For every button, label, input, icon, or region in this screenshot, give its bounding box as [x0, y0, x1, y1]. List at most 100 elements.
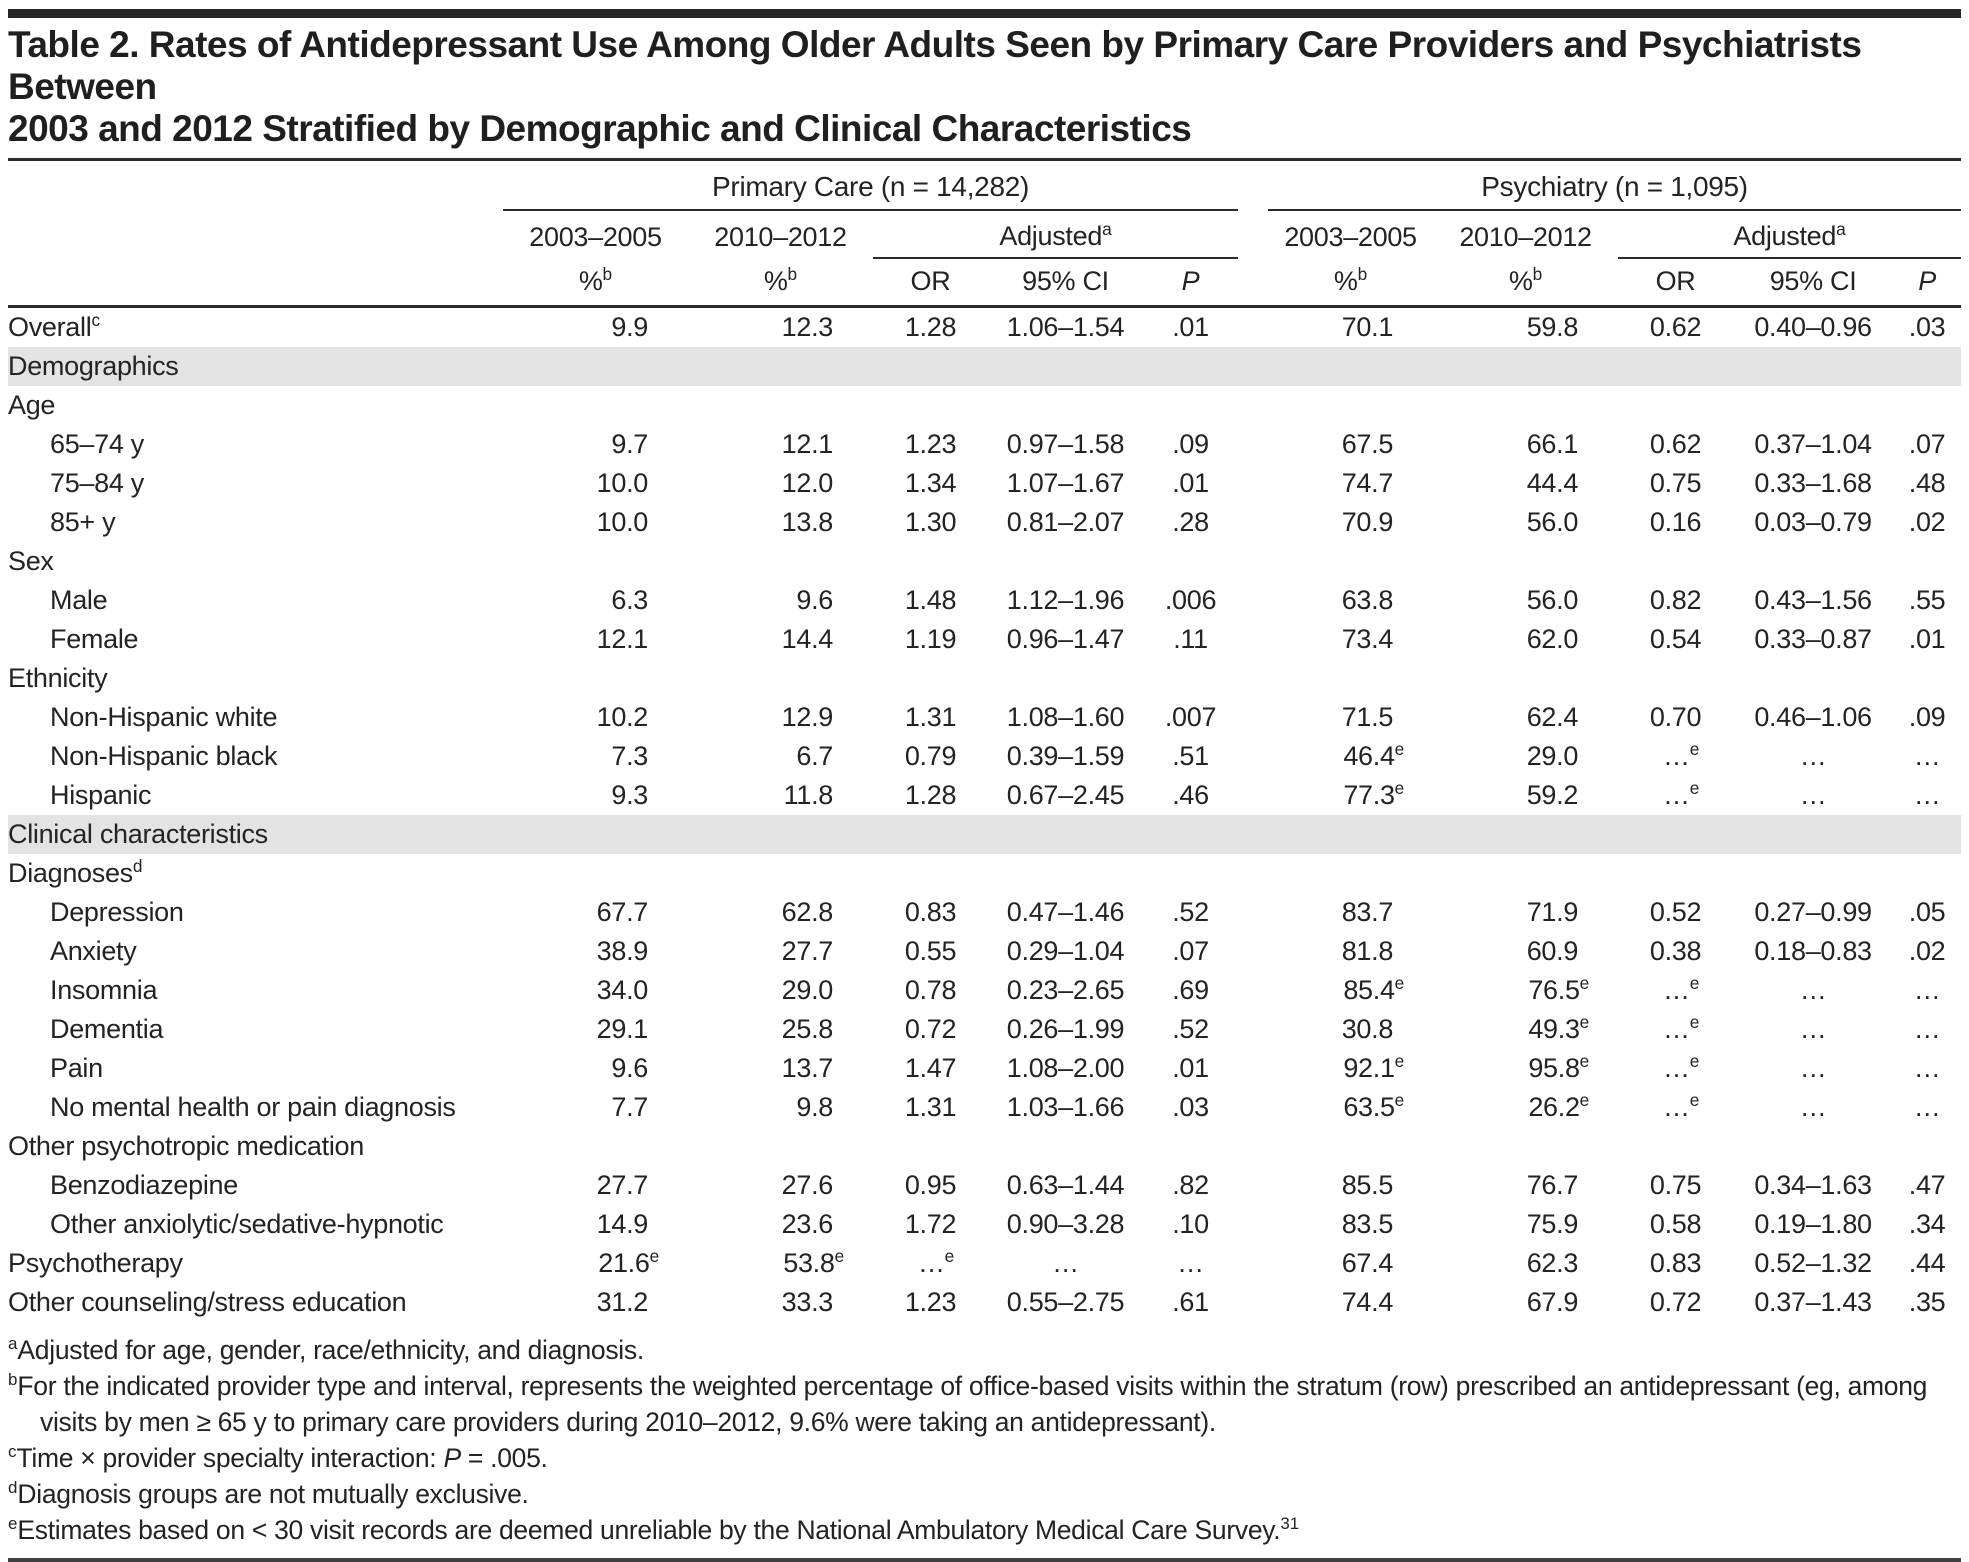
row-label: Non-Hispanic black [50, 741, 278, 771]
value-cell: … [1799, 1014, 1827, 1044]
value-cell: 9.6 [611, 1053, 648, 1083]
value-cell: .35 [1908, 1287, 1946, 1317]
table-row: 85+ y 10.0 13.8 1.30 0.81–2.07 .28 70.9 56.0 0.1… [8, 503, 1961, 542]
value-cell: 0.37–1.43 [1754, 1287, 1872, 1317]
value-cell: … [1913, 780, 1941, 810]
footnote-marker: c [8, 1442, 17, 1462]
value-cell: 0.62 [1649, 429, 1702, 459]
value-cell: 12.1 [781, 429, 834, 459]
value-cell: .09 [1172, 429, 1209, 459]
footnotes: aAdjusted for age, gender, race/ethnicit… [8, 1332, 1961, 1548]
value-cell: 0.19–1.80 [1754, 1209, 1872, 1239]
column-gap [1238, 1283, 1268, 1322]
column-gap [1238, 932, 1268, 971]
subheader-label: Diagnosesd [8, 856, 143, 888]
header-spacer [8, 161, 503, 210]
value-cell: 1.28 [904, 780, 957, 810]
value-cell: 0.27–0.99 [1754, 897, 1872, 927]
value-cell: 0.38 [1649, 936, 1702, 966]
value-cell: 1.07–1.67 [1006, 468, 1125, 498]
row-label: Depression [50, 897, 184, 927]
value-cell: .82 [1172, 1170, 1209, 1200]
value-cell: 63.8 [1341, 585, 1394, 615]
value-cell: .51 [1172, 741, 1209, 771]
ci-header: 95% CI [988, 258, 1143, 308]
value-cell: 0.26–1.99 [1006, 1014, 1125, 1044]
value-cell: 62.3 [1526, 1248, 1579, 1278]
value-cell: 29.0 [781, 975, 834, 1005]
table-row: Other counseling/stress education 31.2 33.… [8, 1283, 1961, 1322]
section-row: Demographics [8, 347, 1962, 386]
value-cell: 12.3 [781, 312, 834, 342]
value-cell: 1.34 [904, 468, 957, 498]
value-cell: 1.47 [904, 1053, 957, 1083]
p-header: P [1143, 258, 1239, 308]
subheader-row: Sex [8, 542, 1961, 581]
value-cell: 1.23 [904, 1287, 957, 1317]
value-cell: 0.70 [1649, 702, 1702, 732]
subheader-label: Sex [8, 546, 54, 576]
table-row: Pain 9.6 13.7 1.47 1.08–2.00 .01 92.1e 95.8e …e …… [8, 1049, 1961, 1088]
footnote-marker: a [8, 1334, 18, 1354]
value-cell: 53.8e [783, 1246, 845, 1278]
value-cell: 62.4 [1526, 702, 1579, 732]
or-header: OR [873, 258, 988, 308]
value-cell: … [1913, 1092, 1941, 1122]
value-cell: 0.33–0.87 [1754, 624, 1872, 654]
value-cell: 12.1 [596, 624, 649, 654]
pct-header: %b [1433, 258, 1619, 308]
value-cell: 12.9 [781, 702, 834, 732]
period-header: 2003–2005 [529, 222, 662, 252]
value-cell: 13.8 [781, 507, 834, 537]
value-cell: .28 [1172, 507, 1209, 537]
value-cell: … [1913, 1053, 1941, 1083]
column-gap [1238, 1205, 1268, 1244]
value-cell: 0.82 [1649, 585, 1702, 615]
row-label: Anxiety [50, 936, 137, 966]
or-header: OR [1618, 258, 1734, 308]
value-cell: … [1799, 975, 1827, 1005]
value-cell: 0.62 [1649, 312, 1702, 342]
subheader-row: Other psychotropic medication [8, 1127, 1961, 1166]
bottom-rule [8, 1558, 1961, 1562]
value-cell: .52 [1172, 1014, 1209, 1044]
value-cell: .01 [1172, 312, 1209, 342]
value-cell: 0.55 [904, 936, 957, 966]
title-rule [8, 158, 1961, 161]
value-cell: 1.28 [904, 312, 957, 342]
period-header: 2010–2012 [1459, 222, 1592, 252]
row-label: 65–74 y [50, 429, 144, 459]
column-gap [1238, 161, 1268, 210]
row-label: Hispanic [50, 780, 152, 810]
value-cell: … [1913, 741, 1941, 771]
value-cell: 0.52–1.32 [1754, 1248, 1872, 1278]
value-cell: 76.5e [1528, 973, 1590, 1005]
value-cell: 0.97–1.58 [1006, 429, 1125, 459]
value-cell: 0.72 [1649, 1287, 1702, 1317]
row-label: Male [50, 585, 108, 615]
subheader-label: Ethnicity [8, 663, 108, 693]
value-cell: … [1913, 1014, 1941, 1044]
value-cell: 27.6 [781, 1170, 834, 1200]
value-cell: 13.7 [781, 1053, 834, 1083]
value-cell: 62.8 [781, 897, 834, 927]
value-cell: 1.23 [904, 429, 957, 459]
header-spacer [8, 210, 503, 258]
period-header-row: 2003–2005 2010–2012 Adjusteda 2003–2005 … [8, 210, 1962, 259]
value-cell: 0.34–1.63 [1754, 1170, 1872, 1200]
value-cell: 56.0 [1526, 507, 1579, 537]
table-row: 65–74 y 9.7 12.1 1.23 0.97–1.58 .09 67.5 66.1 0.… [8, 425, 1961, 464]
value-cell: 81.8 [1341, 936, 1394, 966]
value-cell: 85.5 [1341, 1170, 1394, 1200]
value-cell: …e [917, 1246, 955, 1278]
value-cell: 25.8 [781, 1014, 834, 1044]
value-cell: 0.67–2.45 [1006, 780, 1125, 810]
value-cell: 70.9 [1341, 507, 1394, 537]
value-cell: 1.30 [904, 507, 957, 537]
value-cell: .55 [1908, 585, 1946, 615]
value-cell: 27.7 [596, 1170, 649, 1200]
table-row: Female 12.1 14.4 1.19 0.96–1.47 .11 73.4 62.0 0.… [8, 620, 1961, 659]
subheader-label: Age [8, 390, 56, 420]
value-cell: 21.6e [598, 1246, 660, 1278]
value-cell: .02 [1908, 936, 1946, 966]
